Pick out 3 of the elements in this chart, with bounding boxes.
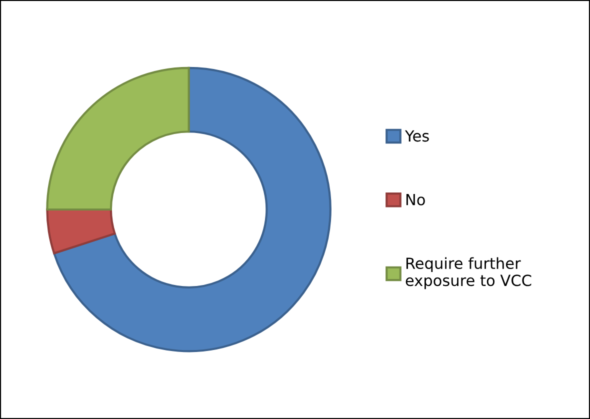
legend-label: Require further exposure to VCC [406,257,532,290]
legend-label: No [406,194,425,206]
legend-label: Yes [404,130,429,142]
